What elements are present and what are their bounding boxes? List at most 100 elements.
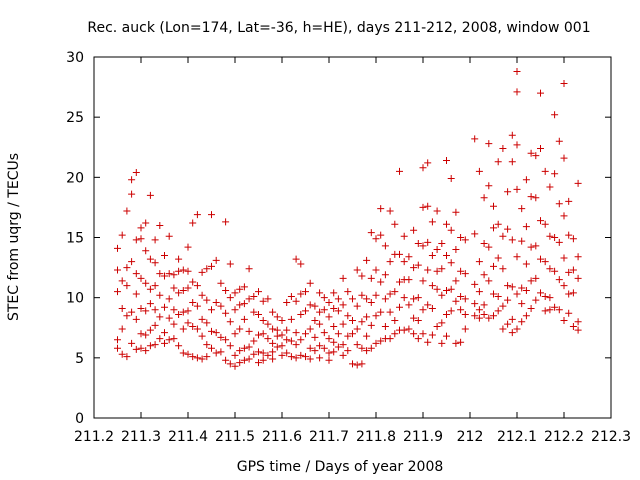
data-point [193,302,201,310]
data-point [504,296,512,304]
data-point [292,329,300,337]
data-point [546,306,554,314]
data-point [330,289,338,297]
data-point [433,323,441,331]
data-point [457,338,465,346]
data-point [555,200,563,208]
data-point [123,207,131,215]
data-point [480,271,488,279]
data-point [537,289,544,297]
data-point [273,343,281,351]
y-tick-label: 5 [75,351,84,367]
data-point [151,236,159,244]
y-tick-label: 30 [66,50,84,66]
data-point [118,304,126,312]
data-point [165,336,173,344]
data-point [245,343,253,351]
data-point [283,326,291,334]
data-point [565,231,573,239]
data-point [142,219,150,227]
data-point [339,301,347,309]
data-point [161,303,168,311]
data-point [367,274,375,282]
data-point [217,333,225,341]
data-point [222,336,230,344]
data-point [405,325,413,333]
data-point [499,232,507,240]
data-point [255,348,262,356]
data-point [137,235,145,243]
data-point [480,194,488,202]
data-point [518,284,526,292]
data-point [245,295,253,303]
data-point [128,258,136,266]
x-tick-label: 212.2 [544,429,584,445]
data-point [541,307,549,315]
data-point [381,242,389,250]
data-point [292,255,300,263]
data-point [259,356,267,364]
data-point [193,325,201,333]
data-point [165,295,173,303]
data-point [114,288,121,296]
data-point [358,291,366,299]
data-point [179,349,187,357]
data-point [161,272,168,280]
data-point [250,337,258,345]
data-point [551,303,559,311]
data-point [325,335,333,343]
data-point [151,341,159,349]
data-point [405,301,413,309]
data-point [438,291,446,299]
data-point [146,326,154,334]
data-point [264,295,272,303]
data-point [377,231,385,239]
data-point [325,313,333,321]
data-point [508,315,516,323]
data-point [175,289,183,297]
data-point [381,271,389,279]
data-point [311,347,319,355]
data-point [334,307,342,315]
data-point [132,345,140,353]
data-point [203,296,211,304]
data-point [193,211,201,219]
data-point [414,294,422,302]
data-point [372,291,380,299]
data-point [311,302,319,310]
x-tick-label: 212.3 [591,429,631,445]
data-point [156,270,164,278]
data-point [480,311,488,319]
data-point [156,313,164,321]
data-point [569,289,577,297]
data-point [508,131,516,139]
data-point [391,330,399,338]
data-point [325,356,333,364]
x-tick-label: 211.5 [215,429,255,445]
data-point [128,190,136,198]
data-point [184,307,192,315]
data-point [179,266,187,274]
data-point [189,278,197,286]
data-point [259,317,267,325]
data-point [175,311,183,319]
data-point [156,335,164,343]
x-tick-label: 211.9 [403,429,443,445]
data-point [349,295,356,303]
data-point [471,300,479,308]
data-point [287,353,295,361]
data-point [128,308,136,316]
data-point [255,288,262,296]
y-axis-label: STEC from uqrg / TECUs [6,153,22,321]
y-tick-label: 10 [66,291,84,307]
data-point [259,297,267,305]
data-point [391,317,399,325]
data-point [457,306,465,314]
data-point [250,308,258,316]
data-point [132,315,140,323]
data-point [222,218,230,226]
data-point [184,267,192,275]
data-point [494,292,502,300]
data-point [240,315,248,323]
data-point [560,154,568,162]
